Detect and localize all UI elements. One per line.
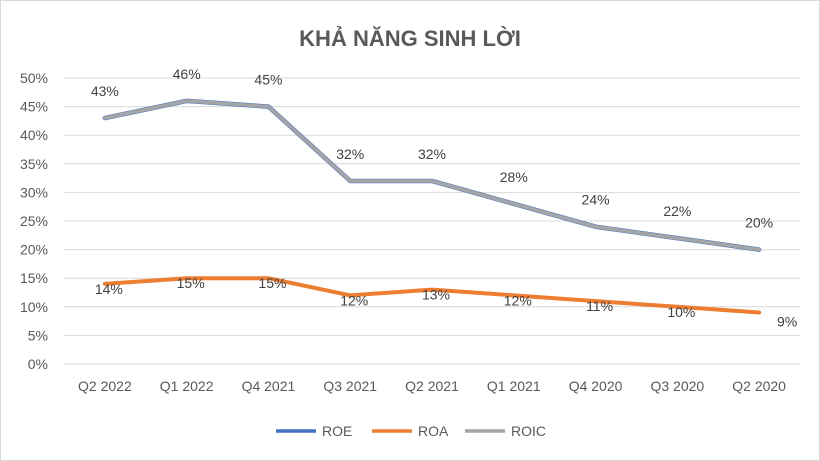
- data-label-roa: 10%: [667, 304, 695, 320]
- x-tick-label: Q1 2021: [487, 378, 541, 394]
- legend-label-roic: ROIC: [511, 423, 546, 439]
- y-tick-label: 5%: [28, 327, 48, 343]
- y-tick-label: 40%: [20, 127, 48, 143]
- data-label-roic: 46%: [173, 66, 201, 82]
- data-label-roa: 12%: [340, 292, 368, 308]
- data-label-roic: 43%: [91, 83, 119, 99]
- data-label-roic: 24%: [582, 192, 610, 208]
- x-tick-label: Q2 2021: [405, 378, 459, 394]
- y-tick-label: 20%: [20, 242, 48, 258]
- y-axis-ticks: 0% 5% 10% 15% 20% 25% 30% 35% 40% 45% 50%: [20, 70, 48, 372]
- y-tick-label: 50%: [20, 70, 48, 86]
- y-tick-label: 10%: [20, 299, 48, 315]
- series-lines: [102, 98, 762, 315]
- data-label-roa: 15%: [258, 275, 286, 291]
- data-label-roa: 13%: [422, 287, 450, 303]
- legend: ROE ROA ROIC: [276, 423, 546, 439]
- y-tick-label: 35%: [20, 156, 48, 172]
- data-label-roa: 14%: [95, 281, 123, 297]
- series-line-roe: [102, 98, 762, 252]
- data-labels: 14% 15% 15% 12% 13% 12% 11% 10% 9% 43% 46% 45% 32% 32…: [91, 66, 797, 330]
- x-tick-label: Q3 2021: [323, 378, 377, 394]
- series-line-roic: [103, 99, 761, 252]
- data-label-roic: 22%: [663, 203, 691, 219]
- x-tick-label: Q4 2021: [242, 378, 296, 394]
- legend-label-roa: ROA: [418, 423, 449, 439]
- gridlines: [64, 77, 800, 365]
- x-tick-label: Q1 2022: [160, 378, 214, 394]
- x-tick-label: Q2 2020: [732, 378, 786, 394]
- y-tick-label: 30%: [20, 184, 48, 200]
- x-tick-label: Q4 2020: [569, 378, 623, 394]
- data-label-roa: 12%: [504, 292, 532, 308]
- data-label-roic: 32%: [418, 146, 446, 162]
- x-tick-label: Q2 2022: [78, 378, 132, 394]
- series-line-roa: [102, 276, 762, 315]
- data-label-roa: 11%: [586, 298, 613, 314]
- legend-label-roe: ROE: [322, 423, 352, 439]
- y-tick-label: 25%: [20, 213, 48, 229]
- y-tick-label: 0%: [28, 356, 48, 372]
- chart-title: KHẢ NĂNG SINH LỜI: [299, 26, 521, 51]
- data-label-roa: 9%: [777, 314, 797, 330]
- x-tick-label: Q3 2020: [650, 378, 704, 394]
- x-axis-ticks: Q2 2022 Q1 2022 Q4 2021 Q3 2021 Q2 2021 Q1 20…: [78, 378, 786, 394]
- y-tick-label: 15%: [20, 270, 48, 286]
- data-label-roic: 32%: [336, 146, 364, 162]
- data-label-roic: 28%: [500, 169, 528, 185]
- data-label-roa: 15%: [177, 275, 205, 291]
- data-label-roic: 20%: [745, 215, 773, 231]
- y-tick-label: 45%: [20, 99, 48, 115]
- data-label-roic: 45%: [254, 72, 282, 88]
